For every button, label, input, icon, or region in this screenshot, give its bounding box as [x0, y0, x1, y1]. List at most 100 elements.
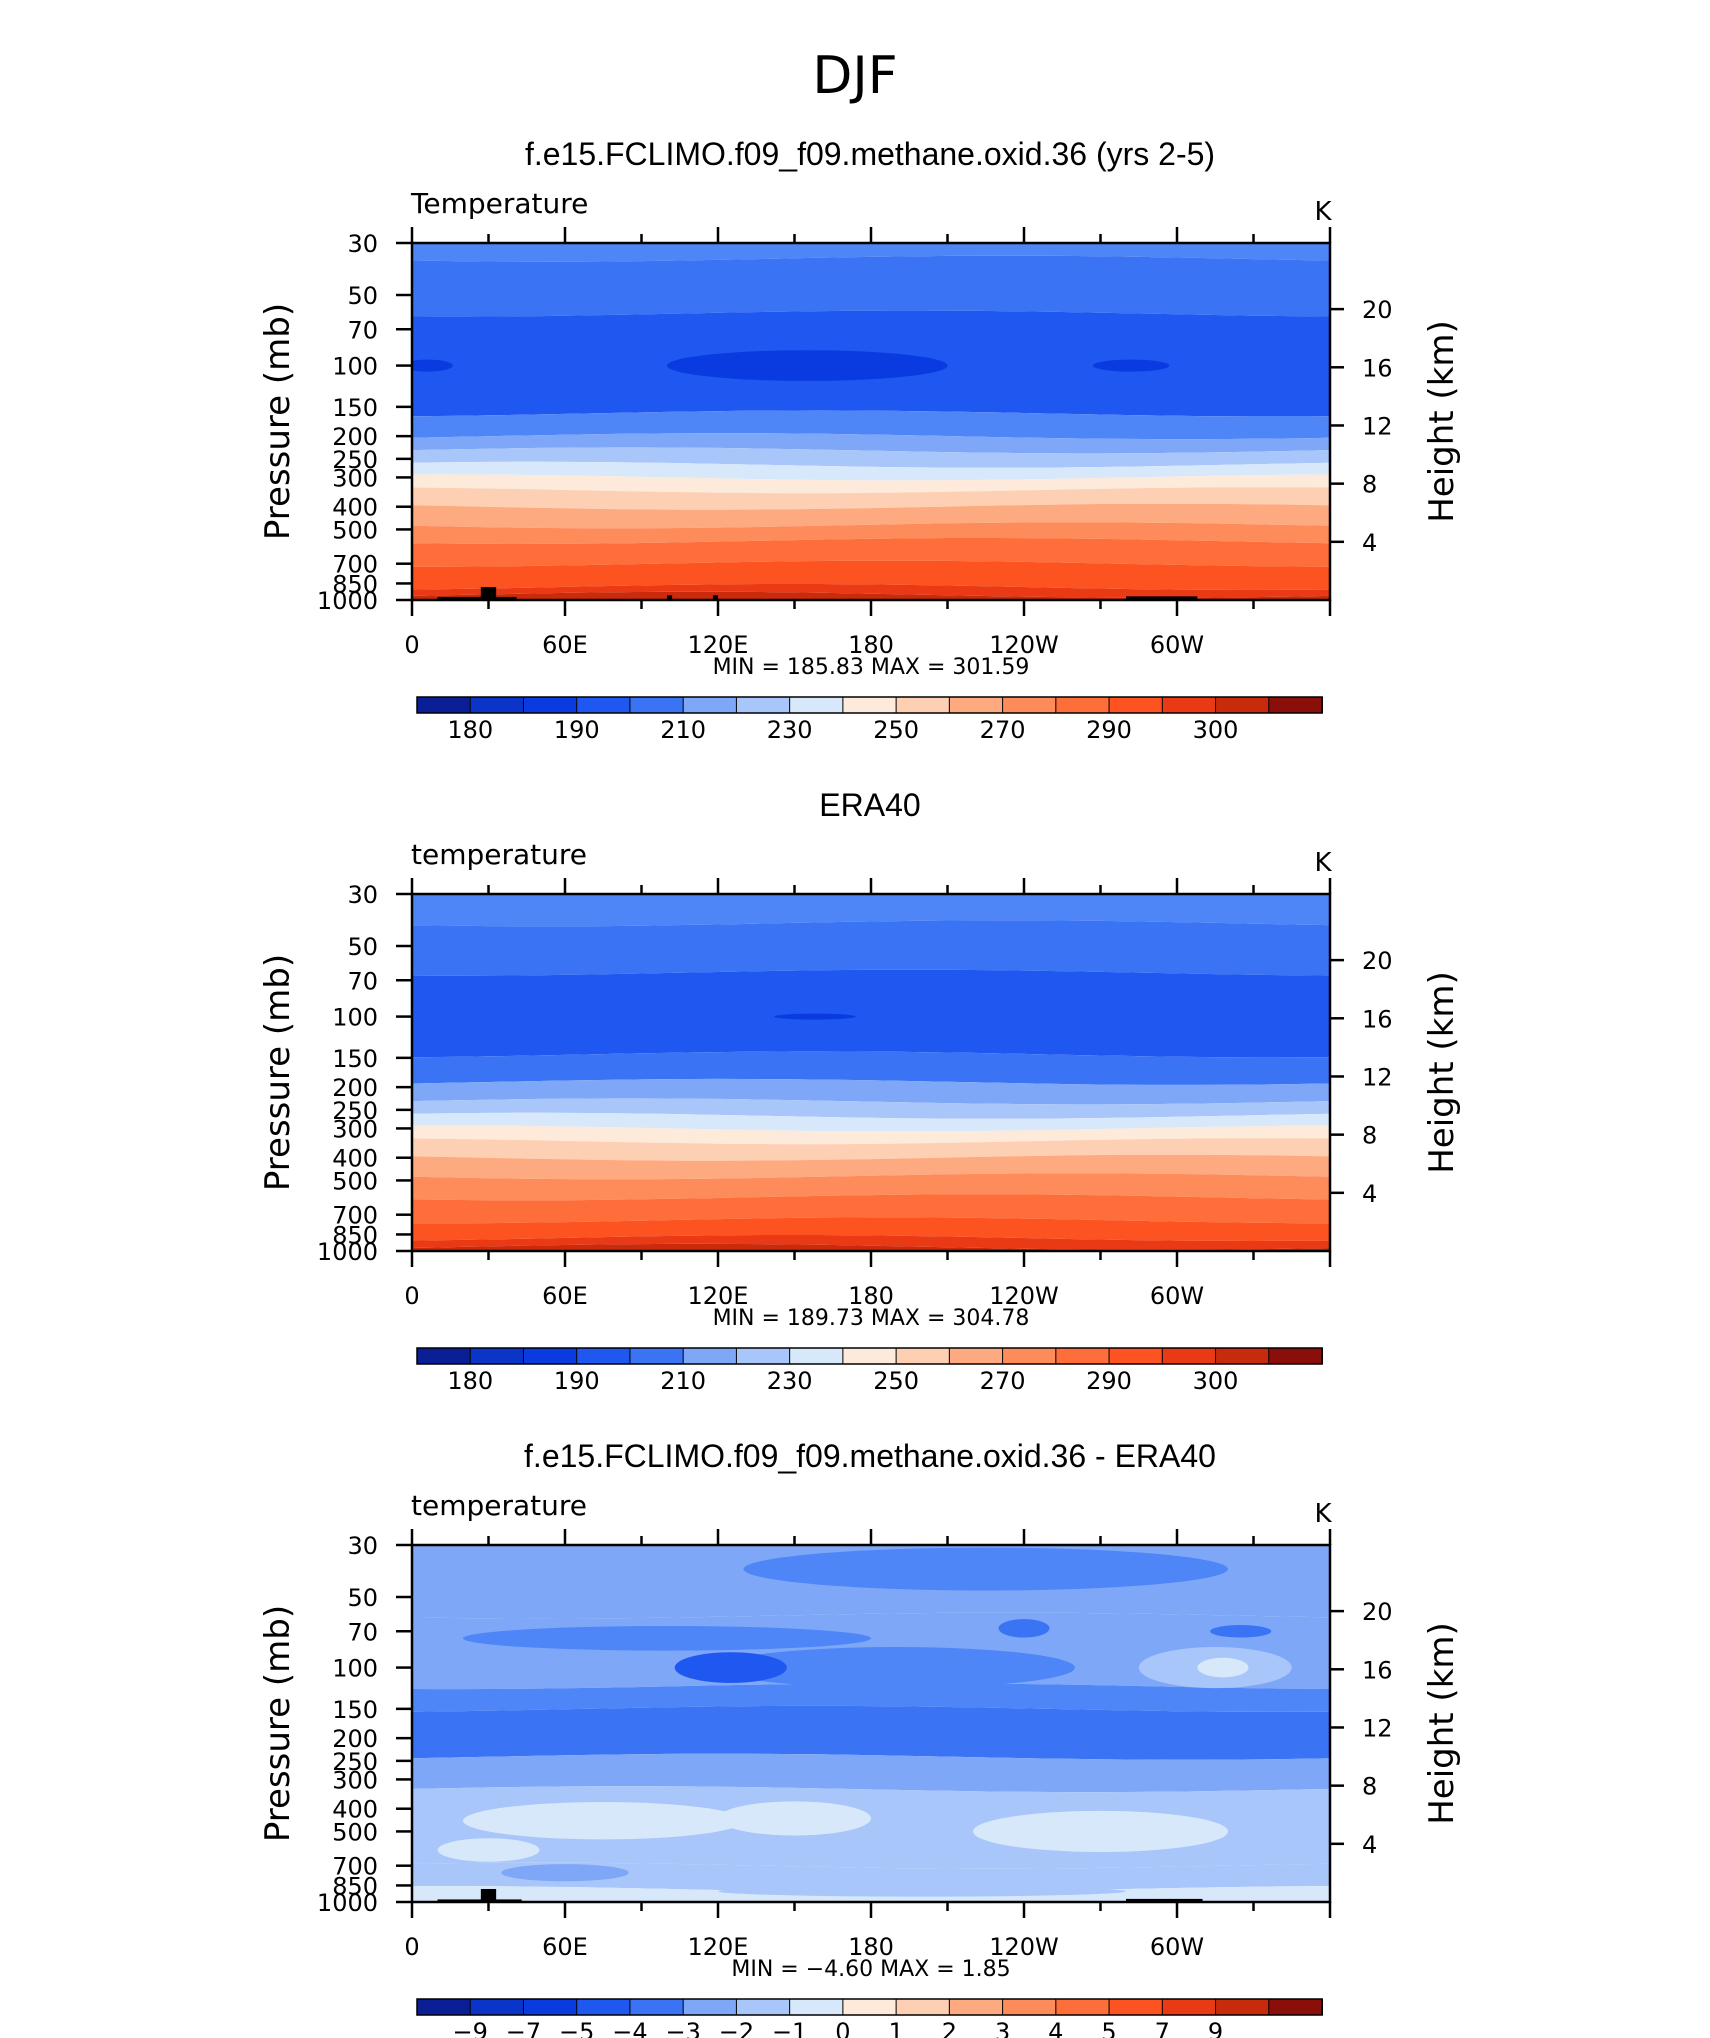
x-tick-label: 60W	[1150, 1933, 1204, 1961]
variable-label: temperature	[411, 838, 587, 871]
colorbar-swatch	[1161, 1347, 1217, 1365]
contour-band	[412, 584, 1330, 598]
x-tick-label: 0	[404, 1282, 419, 1310]
y-tick-label: 700	[332, 1853, 378, 1881]
panel-2: ERA40 temperature K 0 60E 120E 180 120W 60W 30 50 7…	[258, 787, 1462, 1395]
y-tick-label: 300	[332, 464, 378, 492]
y-tick-label: 400	[332, 1145, 378, 1173]
y-tick-label: 1000	[317, 587, 378, 615]
y-tick-label: 500	[332, 1818, 378, 1846]
y-right-tick-label: 16	[1362, 1005, 1393, 1033]
colorbar-label: 180	[447, 716, 493, 744]
contour-band	[412, 1051, 1330, 1085]
topography	[480, 1888, 497, 1902]
colorbar-swatch	[735, 696, 791, 714]
colorbar-swatch	[416, 1347, 472, 1365]
colorbar-swatch	[522, 1998, 578, 2016]
colorbar-swatch	[948, 1347, 1004, 1365]
x-tick-label: 0	[404, 631, 419, 659]
y-right-tick-label: 16	[1362, 1656, 1393, 1684]
panels: f.e15.FCLIMO.f09_f09.methane.oxid.36 (yr…	[258, 136, 1462, 2038]
y-tick-label: 1000	[317, 1238, 378, 1266]
y-tick-label: 300	[332, 1766, 378, 1794]
y-right-tick-label: 8	[1362, 471, 1377, 499]
colorbar-swatch	[735, 1347, 791, 1365]
y-tick-label: 400	[332, 494, 378, 522]
contour-blob	[1210, 1624, 1272, 1638]
contour-blob	[998, 1619, 1050, 1638]
y-right-axis-label: Height (km)	[1422, 1622, 1462, 1825]
y-tick-label: 100	[332, 1655, 378, 1683]
topography	[667, 595, 673, 600]
x-tick-label: 60E	[542, 1933, 588, 1961]
contour-blob	[718, 1647, 1075, 1689]
colorbar-frame	[416, 1347, 1323, 1365]
y-right-axis-label: Height (km)	[1422, 971, 1462, 1174]
colorbar-label: 0	[835, 2018, 850, 2038]
y-right-tick-label: 8	[1362, 1773, 1377, 1801]
contour-blob	[412, 359, 453, 372]
colorbar-label: 190	[554, 716, 600, 744]
y-tick-label: 200	[332, 1725, 378, 1753]
y-tick-label: 200	[332, 423, 378, 451]
min-max-stats: MIN = 185.83 MAX = 301.59	[713, 655, 1030, 680]
colorbar-swatch	[1002, 1998, 1057, 2016]
topography	[480, 586, 497, 600]
colorbar-swatch	[789, 1347, 844, 1365]
contour-band	[412, 1862, 1330, 1892]
units-label: K	[1314, 197, 1332, 227]
min-max-stats: MIN = −4.60 MAX = 1.85	[731, 1957, 1010, 1982]
colorbar-swatch	[522, 696, 578, 714]
y-tick-label: 50	[347, 282, 378, 310]
y-tick-label: 70	[347, 967, 378, 995]
contour-band	[412, 1078, 1330, 1105]
y-tick-label: 50	[347, 1584, 378, 1612]
colorbar-swatch	[1215, 1347, 1270, 1365]
colorbar-swatch	[416, 1998, 472, 2016]
y-axis-label: Pressure (mb)	[258, 303, 298, 540]
colorbar-label: −5	[559, 2018, 594, 2038]
colorbar-label: −1	[772, 2018, 807, 2038]
contour-band	[412, 255, 1330, 317]
contour-band	[412, 1112, 1330, 1132]
panel-title: ERA40	[819, 787, 920, 823]
colorbar-label: 1	[888, 2018, 903, 2038]
colorbar-label: 270	[980, 1367, 1026, 1395]
contour-blob	[674, 1652, 787, 1683]
y-tick-label: 70	[347, 1618, 378, 1646]
topography	[712, 595, 718, 600]
colorbar-swatch	[1055, 696, 1111, 714]
y-tick-label: 850	[332, 1221, 378, 1249]
colorbar-label: 230	[767, 1367, 813, 1395]
y-tick-label: 700	[332, 551, 378, 579]
colorbar-label: 290	[1086, 716, 1132, 744]
plot-area	[412, 894, 1330, 1251]
y-tick-label: 500	[332, 1167, 378, 1195]
contour-band	[412, 474, 1330, 494]
contour-band	[412, 410, 1330, 440]
colorbar-label: 300	[1193, 1367, 1239, 1395]
panel-title: f.e15.FCLIMO.f09_f09.methane.oxid.36 (yr…	[525, 136, 1215, 172]
contour-blob	[501, 1864, 629, 1882]
y-right-tick-label: 12	[1362, 1063, 1393, 1091]
y-tick-label: 1000	[317, 1889, 378, 1917]
colorbar-label: 4	[1048, 2018, 1063, 2038]
contour-blob	[743, 1547, 1228, 1591]
y-tick-label: 150	[332, 1696, 378, 1724]
contour-band	[412, 447, 1330, 468]
y-right-axis-label: Height (km)	[1422, 320, 1462, 523]
colorbar-swatch	[895, 696, 951, 714]
colorbar-swatch	[1161, 696, 1217, 714]
y-right-tick-label: 8	[1362, 1122, 1377, 1150]
x-tick-label: 180	[848, 1933, 894, 1961]
contour-band	[412, 894, 1330, 927]
x-tick-label: 60W	[1150, 631, 1204, 659]
contour-band	[412, 969, 1330, 1058]
colorbar-swatch	[1055, 1998, 1111, 2016]
y-tick-label: 100	[332, 1004, 378, 1032]
contour-blob	[1092, 359, 1170, 372]
contour-blob	[667, 350, 948, 381]
colorbar-swatch	[948, 1998, 1004, 2016]
contour-band	[412, 461, 1330, 481]
colorbar-swatch	[1002, 1347, 1057, 1365]
